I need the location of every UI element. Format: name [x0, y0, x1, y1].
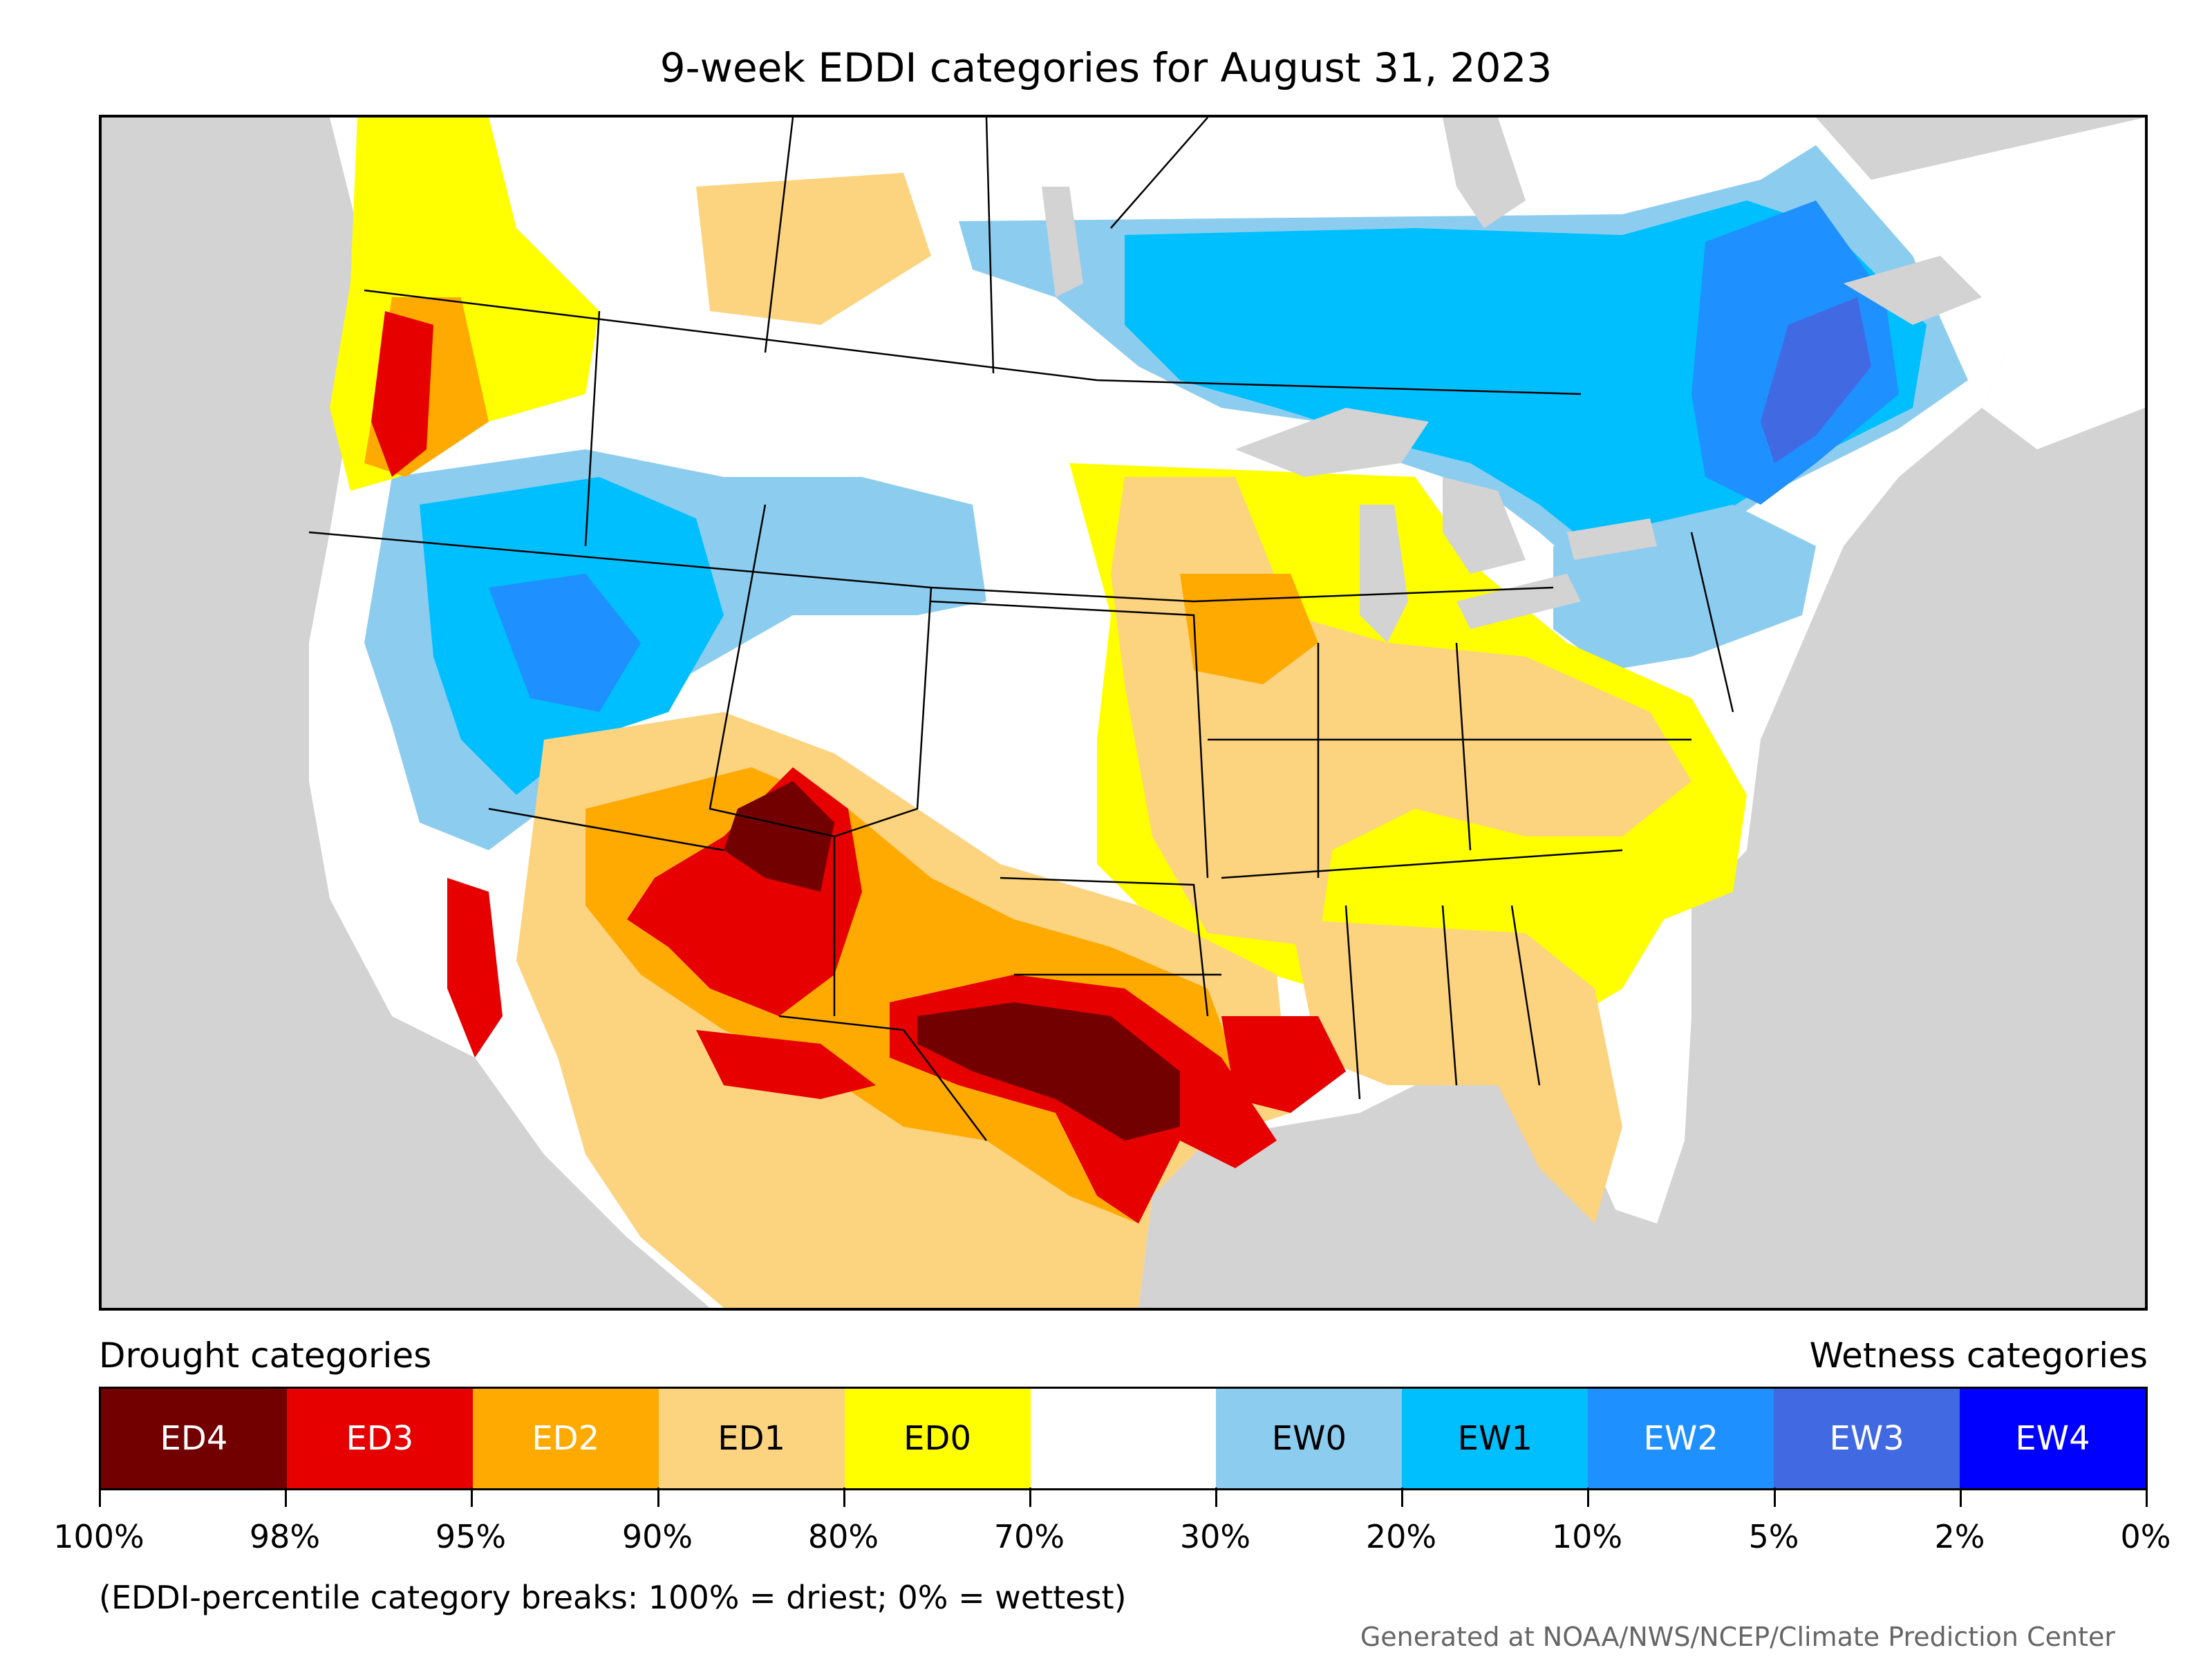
wetness-categories-label: Wetness categories — [1809, 1335, 2148, 1376]
legend-swatch-ed2: ED2 — [472, 1389, 659, 1488]
legend-swatch-ew3: EW3 — [1774, 1389, 1960, 1488]
legend-swatch-ew0: EW0 — [1216, 1389, 1403, 1488]
eddi-map — [99, 115, 2148, 1311]
drought-categories-label: Drought categories — [99, 1335, 432, 1376]
legend-swatch-ed4: ED4 — [101, 1389, 287, 1488]
percentile-note: (EDDI-percentile category breaks: 100% =… — [99, 1579, 1127, 1616]
tick-label: 20% — [1365, 1518, 1437, 1555]
map-canvas — [308, 118, 2145, 1308]
legend-swatch-ew2: EW2 — [1588, 1389, 1774, 1488]
colorbar-tick — [1774, 1488, 1776, 1507]
dry-oregon-coast — [371, 311, 433, 477]
dry-four-corners-ed4 — [724, 781, 834, 892]
boundaries — [308, 118, 1734, 1141]
lake-huron — [1443, 477, 1526, 574]
dry-nm-ed3 — [696, 1030, 876, 1099]
colorbar-tick — [285, 1488, 287, 1507]
legend-swatch-ed1: ED1 — [658, 1389, 845, 1488]
colorbar-tick — [2146, 1488, 2148, 1507]
legend-swatch-normal — [1030, 1389, 1217, 1488]
colorbar-tick — [1215, 1488, 1217, 1507]
colorbar-tick — [99, 1488, 101, 1507]
colorbar-tick — [1587, 1488, 1589, 1507]
dry-louisiana-ed3 — [1221, 1016, 1346, 1113]
credit-text: Generated at NOAA/NWS/NCEP/Climate Predi… — [1360, 1622, 2115, 1652]
wet-st-lawrence — [1761, 297, 1871, 463]
colorbar-tick — [657, 1488, 659, 1507]
tick-label: 98% — [249, 1518, 321, 1555]
gulf-of-st-lawrence — [1844, 256, 1982, 325]
tick-label: 90% — [621, 1518, 693, 1555]
lake-ontario — [1567, 518, 1657, 560]
legend-swatch-ew1: EW1 — [1402, 1389, 1588, 1488]
tick-label: 95% — [435, 1518, 507, 1555]
map-title: 9-week EDDI categories for August 31, 20… — [659, 44, 1553, 91]
legend-swatch-ed3: ED3 — [286, 1389, 473, 1488]
tick-label: 10% — [1551, 1518, 1623, 1555]
wet-great-basin-core — [489, 574, 641, 712]
colorbar-tick — [1029, 1488, 1031, 1507]
tick-label: 30% — [1179, 1518, 1251, 1555]
tick-label: 80% — [807, 1518, 879, 1555]
hudson-bay-edge — [1443, 118, 1526, 228]
lake-winnipeg — [1042, 187, 1083, 297]
tick-label: 2% — [1934, 1518, 1985, 1555]
colorbar-tick — [843, 1488, 845, 1507]
tick-label: 100% — [53, 1518, 144, 1555]
tick-label: 5% — [1748, 1518, 1799, 1555]
colorbar-tick — [1401, 1488, 1403, 1507]
colorbar-tick — [1960, 1488, 1962, 1507]
land-canada-east — [1871, 118, 2145, 449]
lake-superior — [1235, 408, 1429, 477]
dry-socal-ed3 — [447, 878, 503, 1058]
category-colorbar: ED4 ED3 ED2 ED1 ED0 EW0 EW1 EW2 EW3 EW4 — [99, 1387, 2148, 1490]
dry-southeast-ed1 — [1291, 919, 1622, 1224]
legend-swatch-ed0: ED0 — [844, 1389, 1031, 1488]
tick-label: 0% — [2120, 1518, 2171, 1555]
dry-montana — [696, 173, 931, 325]
tick-label: 70% — [993, 1518, 1065, 1555]
dry-texas-ed4 — [917, 1002, 1180, 1141]
legend-swatch-ew4: EW4 — [1960, 1389, 2146, 1488]
colorbar-tick — [471, 1488, 473, 1507]
lake-michigan — [1360, 505, 1408, 643]
colorbar-ticks — [99, 1488, 2148, 1508]
